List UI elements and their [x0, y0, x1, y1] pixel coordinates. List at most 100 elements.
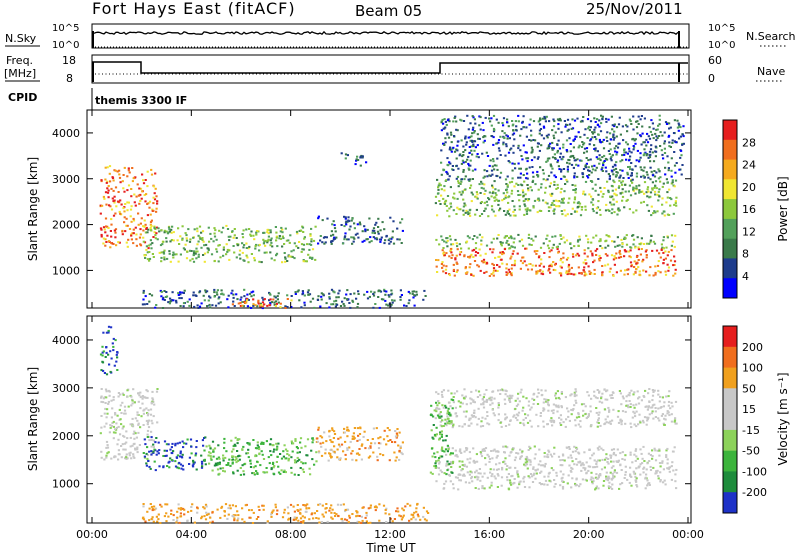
power-echo-cell [126, 209, 129, 212]
velocity-echo-cell [633, 453, 636, 456]
power-echo-cell [547, 133, 550, 136]
velocity-echo-cell [318, 521, 321, 524]
power-echo-cell [317, 215, 320, 218]
velocity-echo-cell [513, 478, 516, 480]
power-echo-cell [509, 247, 512, 250]
velocity-echo-cell [272, 450, 275, 453]
power-echo-cell [629, 246, 632, 249]
velocity-echo-cell [609, 422, 612, 425]
velocity-echo-cell [647, 416, 650, 419]
velocity-echo-cell [621, 458, 624, 460]
velocity-echo-cell [616, 415, 620, 418]
power-echo-cell [372, 294, 376, 297]
power-echo-cell [646, 141, 650, 144]
velocity-echo-cell [282, 450, 285, 453]
velocity-echo-cell [302, 471, 305, 473]
power-echo-cell [290, 250, 293, 253]
power-echo-cell [253, 259, 256, 262]
power-echo-cell [481, 121, 484, 124]
power-echo-cell [565, 258, 569, 261]
velocity-echo-cell [193, 461, 196, 464]
velocity-echo-cell [586, 416, 590, 418]
velocity-echo-cell [343, 427, 346, 430]
power-echo-cell [192, 294, 195, 297]
velocity-echo-cell [252, 472, 255, 474]
velocity-echo-cell [485, 400, 488, 403]
power-echo-cell [492, 190, 495, 193]
velocity-echo-cell [343, 431, 346, 434]
power-echo-cell [566, 273, 569, 276]
power-echo-cell [336, 303, 339, 306]
velocity-echo-cell [386, 427, 389, 429]
power-echo-cell [504, 178, 508, 181]
date-label: 25/Nov/2011 [586, 0, 683, 18]
power-echo-cell [191, 257, 194, 260]
power-echo-cell [589, 139, 592, 142]
power-echo-cell [134, 226, 137, 229]
power-echo-cell [619, 192, 622, 195]
velocity-echo-cell [301, 468, 304, 471]
power-echo-cell [513, 205, 516, 208]
power-echo-cell [235, 237, 238, 239]
power-echo-cell [491, 184, 494, 187]
power-echo-cell [542, 172, 545, 175]
power-echo-cell [649, 178, 652, 181]
velocity-echo-cell [590, 397, 593, 400]
power-echo-cell [512, 214, 515, 217]
power-echo-cell [531, 181, 534, 183]
power-echo-cell [222, 248, 225, 251]
velocity-echo-cell [461, 394, 464, 397]
power-echo-cell [372, 236, 375, 239]
velocity-echo-cell [288, 454, 291, 457]
power-echo-cell [132, 242, 135, 245]
velocity-echo-cell [317, 426, 320, 429]
velocity-echo-cell [629, 466, 632, 469]
velocity-echo-cell [294, 438, 297, 441]
power-echo-cell [507, 196, 510, 199]
velocity-echo-cell [258, 509, 261, 511]
power-echo-cell [283, 252, 286, 254]
power-echo-cell [598, 154, 601, 157]
power-echo-cell [198, 236, 201, 239]
power-echo-cell [145, 228, 148, 230]
power-echo-cell [556, 161, 559, 164]
power-echo-cell [546, 136, 549, 139]
power-echo-cell [634, 165, 637, 168]
velocity-echo-cell [299, 517, 303, 520]
velocity-echo-cell [632, 410, 635, 413]
velocity-echo-cell [590, 471, 593, 474]
velocity-echo-cell [519, 457, 522, 460]
power-echo-cell [222, 254, 225, 257]
power-echo-cell [478, 115, 481, 118]
velocity-echo-cell [308, 467, 311, 470]
power-echo-cell [181, 238, 184, 241]
power-echo-cell [104, 231, 107, 234]
velocity-echo-cell [167, 461, 170, 464]
velocity-echo-cell [346, 449, 349, 451]
velocity-echo-cell [218, 463, 221, 466]
velocity-echo-cell [486, 411, 489, 414]
power-echo-cell [643, 117, 646, 120]
velocity-echo-cell [600, 397, 603, 400]
velocity-echo-cell [378, 519, 381, 522]
power-echo-cell [560, 201, 563, 204]
power-echo-cell [179, 293, 182, 296]
power-echo-cell [377, 232, 380, 235]
power-echo-cell [441, 266, 444, 269]
power-echo-cell [203, 244, 206, 247]
power-echo-cell [615, 257, 618, 260]
velocity-echo-cell [666, 458, 669, 461]
power-echo-cell [467, 128, 470, 131]
velocity-echo-cell [137, 400, 140, 403]
power-echo-cell [492, 158, 495, 160]
power-echo-cell [576, 158, 579, 161]
velocity-echo-cell [543, 465, 546, 468]
power-echo-cell [531, 150, 534, 153]
power-echo-cell [445, 123, 448, 126]
velocity-echo-cell [508, 397, 511, 400]
power-echo-cell [177, 227, 180, 230]
velocity-echo-cell [461, 468, 464, 471]
velocity-echo-cell [100, 396, 103, 399]
velocity-echo-cell [478, 468, 481, 470]
power-echo-cell [471, 132, 474, 135]
